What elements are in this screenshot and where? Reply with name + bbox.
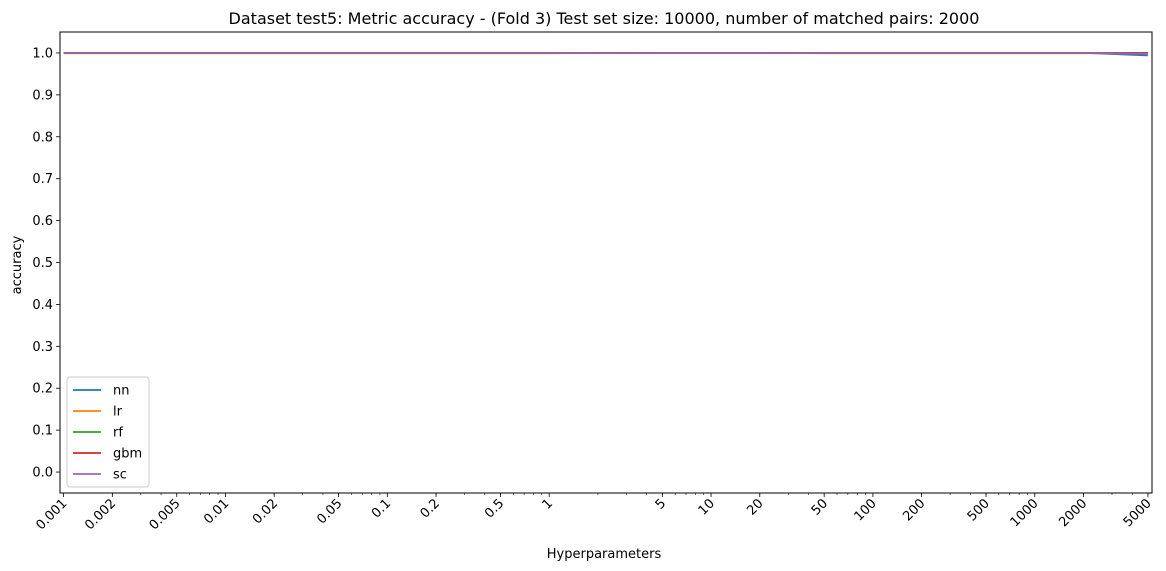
y-tick-label: 0.0	[32, 466, 53, 481]
y-tick-label: 0.9	[32, 88, 53, 103]
plot-frame	[59, 31, 1153, 494]
x-tick-label: 0.2	[418, 496, 443, 521]
y-tick-label: 0.3	[32, 340, 53, 355]
legend-box	[66, 376, 150, 488]
x-tick-label: 100	[852, 496, 880, 524]
chart-title: Dataset test5: Metric accuracy - (Fold 3…	[229, 9, 980, 28]
y-tick-label: 0.6	[32, 214, 53, 229]
x-axis-ticks: 0.001 0.002 0.005 0.01 0.02 0.05 0.1 0.2 0.5 1 5 10…	[34, 493, 1155, 533]
y-tick-label: 0.5	[32, 256, 53, 271]
x-tick-label: 1	[540, 496, 556, 512]
y-tick-label: 1.0	[32, 46, 53, 61]
x-tick-label: 10	[696, 496, 718, 518]
x-tick-label: 50	[809, 496, 831, 518]
y-tick-label: 0.7	[32, 172, 53, 187]
legend-label-rf: rf	[113, 426, 123, 441]
legend-label-sc: sc	[113, 468, 127, 483]
legend-label-lr: lr	[113, 405, 123, 420]
x-tick-label: 2000	[1056, 496, 1090, 530]
x-tick-label: 0.02	[250, 496, 281, 527]
y-tick-label: 0.8	[32, 130, 53, 145]
x-tick-label: 5	[653, 496, 669, 512]
x-tick-label: 0.1	[369, 496, 394, 521]
y-tick-label: 0.2	[32, 382, 53, 397]
x-tick-label: 0.002	[82, 496, 119, 533]
y-tick-label: 0.4	[32, 298, 53, 313]
y-tick-label: 0.1	[32, 424, 53, 439]
x-tick-label: 0.05	[314, 496, 345, 527]
x-tick-label: 200	[900, 496, 928, 524]
x-tick-label: 0.01	[201, 496, 232, 527]
x-tick-label: 500	[965, 496, 993, 524]
series-line-sc	[63, 52, 1148, 55]
x-tick-label: 0.5	[482, 496, 507, 521]
x-tick-label: 1000	[1008, 496, 1042, 530]
y-axis-label: accuracy	[10, 235, 25, 294]
legend-label-nn: nn	[113, 384, 129, 399]
x-tick-label: 5000	[1121, 496, 1155, 530]
plot-area: 0.001 0.002 0.005 0.01 0.02 0.05 0.1 0.2 0.5 1 5 10…	[32, 31, 1155, 533]
x-tick-label: 0.005	[147, 496, 184, 533]
x-tick-label: 0.001	[34, 496, 71, 533]
x-tick-label: 20	[744, 496, 766, 518]
x-axis-label: Hyperparameters	[547, 547, 662, 562]
y-axis-ticks: 0.0 0.1 0.2 0.3 0.4 0.5 0.6 0.7 0.8 0.9 1.0	[32, 46, 60, 481]
legend: nn lr rf gbm sc	[66, 376, 150, 488]
legend-label-gbm: gbm	[113, 447, 142, 462]
series-lines	[63, 52, 1148, 57]
